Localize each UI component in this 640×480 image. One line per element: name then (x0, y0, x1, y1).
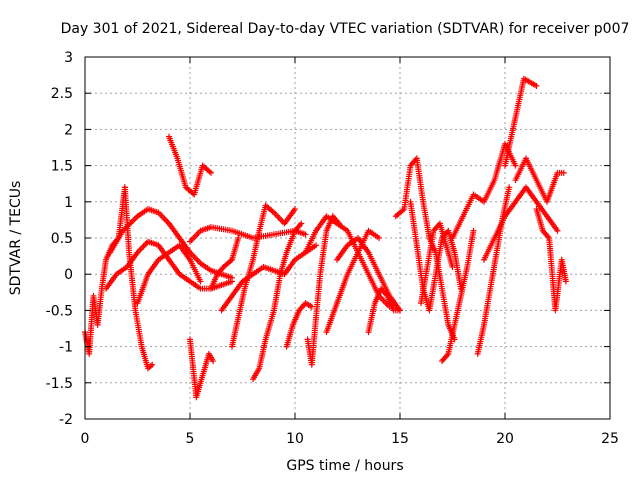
y-tick-label: 1 (64, 195, 73, 211)
series-arc-22 (439, 227, 477, 365)
data-point (562, 278, 569, 285)
series-arc-7 (134, 242, 204, 307)
data-point (235, 235, 242, 241)
data-point (308, 303, 315, 310)
x-tick-label: 10 (286, 431, 304, 447)
series-arc-18 (365, 285, 403, 336)
data-point (210, 358, 217, 365)
x-tick-label: 20 (496, 431, 514, 447)
data-points (82, 75, 569, 401)
x-tick-label: 0 (81, 431, 90, 447)
series-arc-17 (334, 235, 403, 314)
y-tick-label: -0.5 (46, 303, 73, 319)
data-point (302, 231, 309, 238)
series-arc-11 (250, 220, 305, 383)
data-point (533, 82, 540, 89)
y-tick-label: 0.5 (51, 231, 73, 247)
x-axis-label: GPS time / hours (286, 458, 403, 474)
series-arc-23 (449, 140, 519, 241)
series-arc-9 (208, 235, 242, 292)
data-point (292, 206, 298, 213)
x-tick-label: 5 (186, 431, 195, 447)
series-arc-3 (107, 206, 235, 281)
y-tick-label: 1.5 (51, 159, 73, 175)
y-tick-label: 2.5 (51, 86, 73, 102)
series-arc-13 (283, 300, 315, 350)
chart-title: Day 301 of 2021, Sidereal Day-to-day VTE… (61, 21, 630, 37)
series-arc-5 (103, 238, 235, 292)
data-point (470, 227, 477, 234)
data-point (313, 242, 319, 249)
series-arc-25 (481, 184, 561, 263)
data-point (229, 278, 235, 285)
series-arc-19 (392, 155, 458, 343)
y-axis-ticks: -2 -1.5 -1 -0.5 0 0.5 1 1.5 2 2.5 3 (46, 50, 610, 428)
data-point (560, 169, 567, 176)
y-tick-label: -1.5 (46, 376, 73, 392)
y-tick-label: 3 (64, 50, 73, 66)
data-point (554, 227, 561, 234)
data-point (376, 235, 382, 241)
data-point (512, 162, 519, 169)
series-arc-21 (418, 220, 456, 307)
x-tick-label: 15 (391, 431, 409, 447)
series-arc-8 (187, 336, 217, 401)
y-tick-label: 0 (64, 267, 73, 283)
data-point (397, 307, 403, 314)
y-axis-label: SDTVAR / TECUs (8, 181, 24, 296)
x-tick-label: 25 (601, 431, 619, 447)
series-arc-14 (304, 213, 343, 368)
y-tick-label: -2 (59, 412, 73, 428)
data-point (197, 278, 204, 285)
x-axis-ticks: 0 5 10 15 20 25 (81, 57, 619, 447)
data-point (149, 361, 156, 368)
series-arc-26 (502, 75, 540, 169)
series-arc-27 (512, 155, 567, 205)
data-point (506, 184, 513, 191)
data-point (298, 220, 305, 227)
y-tick-label: -1 (59, 340, 73, 356)
series-arc-4 (166, 133, 214, 198)
y-tick-label: 2 (64, 122, 73, 138)
series-arc-28 (533, 206, 569, 314)
data-point (208, 169, 214, 176)
series-arc-15 (302, 213, 393, 310)
data-point (449, 263, 456, 270)
